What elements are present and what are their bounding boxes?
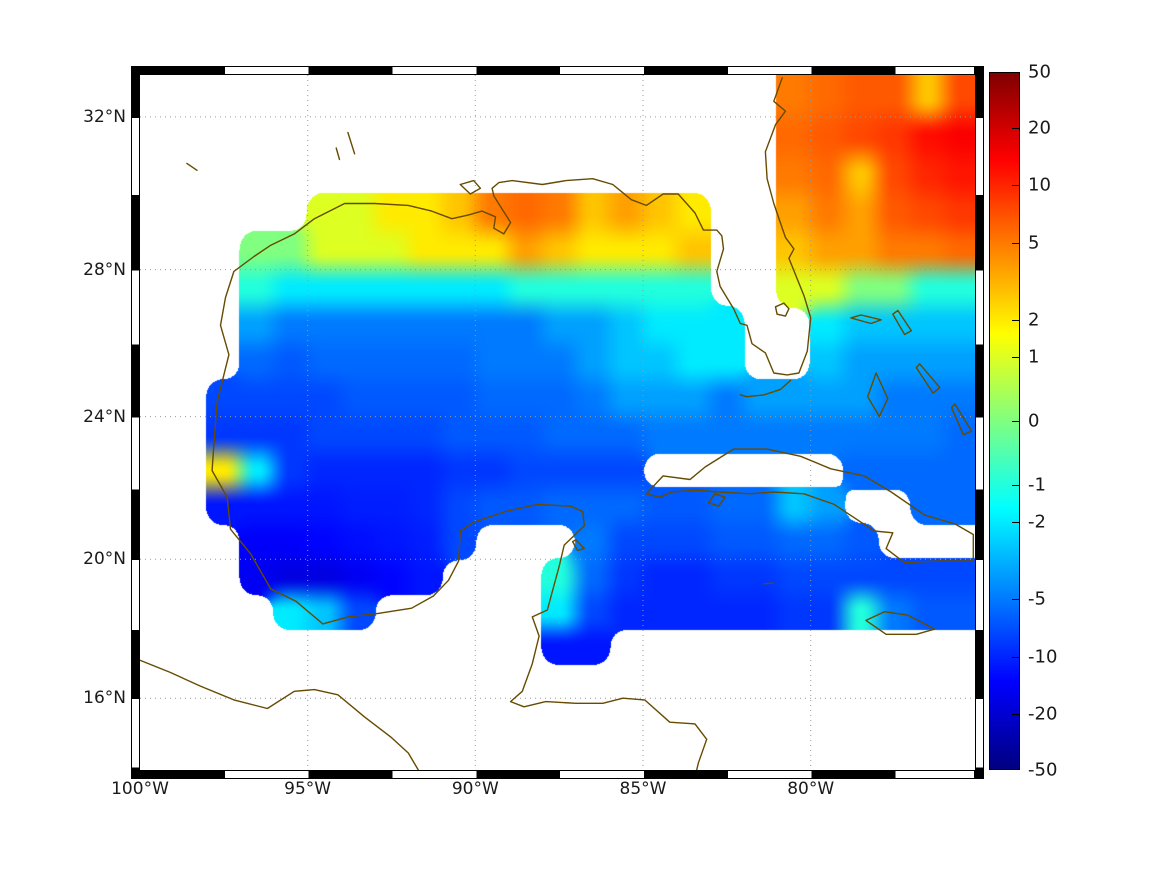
- coastline-path: [459, 179, 482, 195]
- colorbar-tick-label: 10: [1028, 174, 1051, 196]
- colorbar-tick-label: 0: [1028, 410, 1040, 432]
- colorbar-tick-label: -1: [1028, 474, 1046, 496]
- coastline-path: [739, 379, 792, 398]
- colorbar-tick-mark: [1012, 243, 1019, 244]
- coastline-path: [950, 403, 973, 436]
- heatmap-canvas: [140, 75, 975, 770]
- colorbar-tick-label: -2: [1028, 511, 1046, 533]
- map-frame-bottom: [140, 770, 975, 779]
- coastline-path: [211, 77, 812, 770]
- coastline-path: [335, 147, 341, 161]
- coastline-path: [571, 539, 585, 552]
- map-overlay: [140, 75, 975, 770]
- colorbar-tick-mark: [1012, 769, 1019, 770]
- coastline-path: [867, 372, 889, 418]
- colorbar-tick-label: -20: [1028, 703, 1058, 725]
- colorbar-tick-mark: [1012, 522, 1019, 524]
- colorbar-tick-label: 50: [1028, 61, 1051, 83]
- y-tick-label: 32°N: [83, 106, 126, 127]
- coastline-path: [707, 493, 726, 507]
- coastline-path: [186, 162, 198, 171]
- colorbar-tick-mark: [1012, 356, 1019, 358]
- colorbar-tick-mark: [1012, 185, 1019, 187]
- colorbar-tick-label: 1: [1028, 346, 1040, 368]
- colorbar-tick-mark: [1012, 319, 1019, 321]
- coastline-path: [915, 363, 941, 394]
- colorbar-tick-mark: [1012, 127, 1019, 129]
- x-tick-label: 95°W: [284, 779, 332, 799]
- coastline-path: [850, 314, 882, 325]
- x-tick-label: 80°W: [787, 779, 835, 799]
- colorbar-tick-label: 5: [1028, 232, 1040, 254]
- colorbar-tick-mark: [1012, 485, 1019, 487]
- y-tick-label: 20°N: [83, 549, 126, 570]
- x-tick-label: 100°W: [111, 779, 169, 799]
- colorbar-tick-label: -50: [1028, 759, 1058, 781]
- coastline-path: [347, 131, 356, 155]
- colorbar-tick-mark: [1012, 714, 1019, 716]
- colorbar-tick-label: -5: [1028, 588, 1046, 610]
- coastline-path: [763, 582, 775, 585]
- coastline-path: [140, 659, 419, 770]
- coastline-path: [865, 611, 936, 635]
- colorbar-tick-label: 20: [1028, 117, 1051, 139]
- x-tick-label: 90°W: [451, 779, 499, 799]
- map-frame-top: [140, 66, 975, 75]
- y-tick-label: 24°N: [83, 406, 126, 427]
- colorbar-tick-mark: [1012, 421, 1019, 422]
- colorbar-tick-mark: [1012, 72, 1019, 73]
- colorbar-tick-label: 2: [1028, 309, 1040, 331]
- colorbar-tick-mark: [1012, 598, 1019, 600]
- x-tick-label: 85°W: [619, 779, 667, 799]
- coastline-path: [892, 309, 912, 336]
- colorbar-tick-label: -10: [1028, 646, 1058, 668]
- map-frame-left: [131, 66, 140, 779]
- coastline-path: [774, 302, 790, 317]
- coastline-path: [645, 448, 974, 564]
- map-frame-right: [975, 66, 984, 779]
- colorbar-tick-mark: [1012, 656, 1019, 658]
- y-tick-label: 16°N: [83, 688, 126, 709]
- y-tick-label: 28°N: [83, 259, 126, 280]
